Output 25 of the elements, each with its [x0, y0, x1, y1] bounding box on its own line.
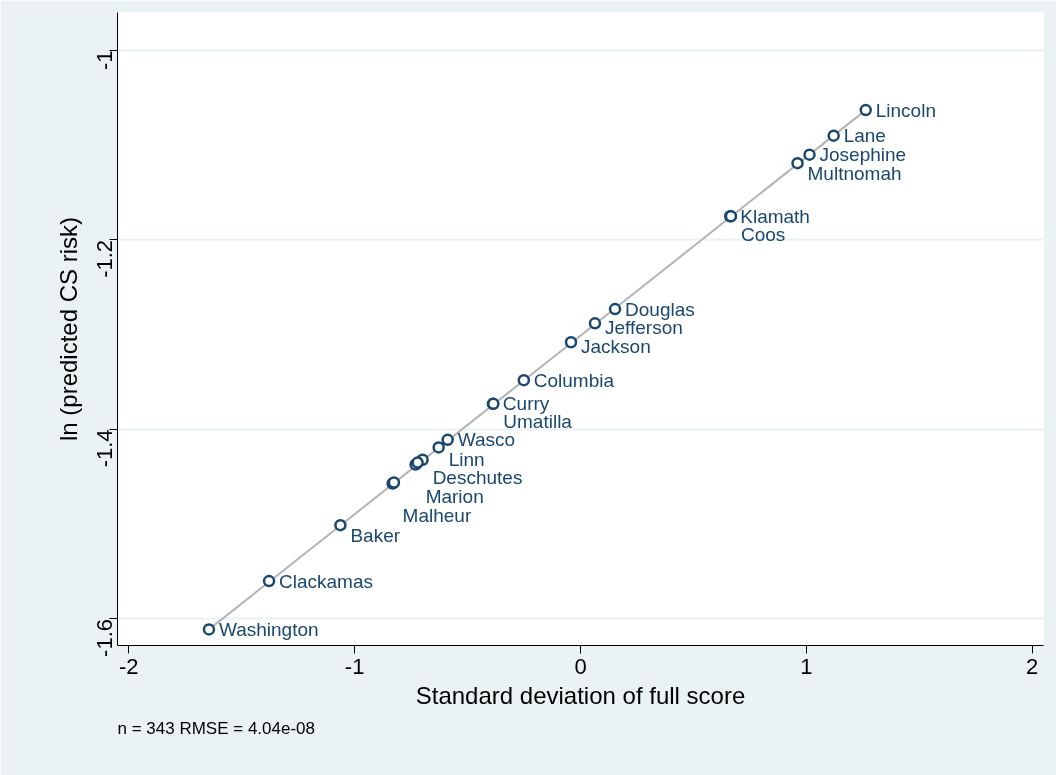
data-label: Washington: [218, 618, 319, 640]
data-label: Lincoln: [875, 99, 936, 121]
x-tick-label: 0: [574, 653, 587, 679]
data-label: Lane: [843, 125, 886, 147]
data-label: Wasco: [457, 429, 516, 451]
x-tick-label: -2: [119, 653, 139, 679]
text: n = 343 RMSE = 4.04e-08: [117, 718, 316, 738]
y-axis-title: ln (predicted CS risk): [54, 216, 82, 442]
data-label: Baker: [350, 524, 401, 546]
x-tick-label: 1: [800, 653, 813, 679]
y-tick-label: -1.6: [92, 618, 117, 657]
data-label: Deschutes: [432, 467, 523, 489]
data-label: Douglas: [625, 298, 695, 320]
x-tick-label: 2: [1026, 653, 1039, 679]
data-label: Josephine: [819, 144, 907, 166]
x-tick-label: -1: [344, 653, 365, 679]
data-label: Columbia: [533, 369, 615, 391]
x-axis-title: Standard deviation of full score: [415, 681, 746, 709]
data-label: Clackamas: [279, 570, 374, 592]
data-label: Curry: [502, 393, 550, 415]
y-tick-label: -1.4: [92, 429, 117, 468]
data-label: Jackson: [581, 335, 651, 357]
y-tick-label: -1.2: [92, 239, 117, 278]
data-label: Linn: [448, 448, 485, 470]
y-tick-label: -1: [92, 50, 117, 70]
